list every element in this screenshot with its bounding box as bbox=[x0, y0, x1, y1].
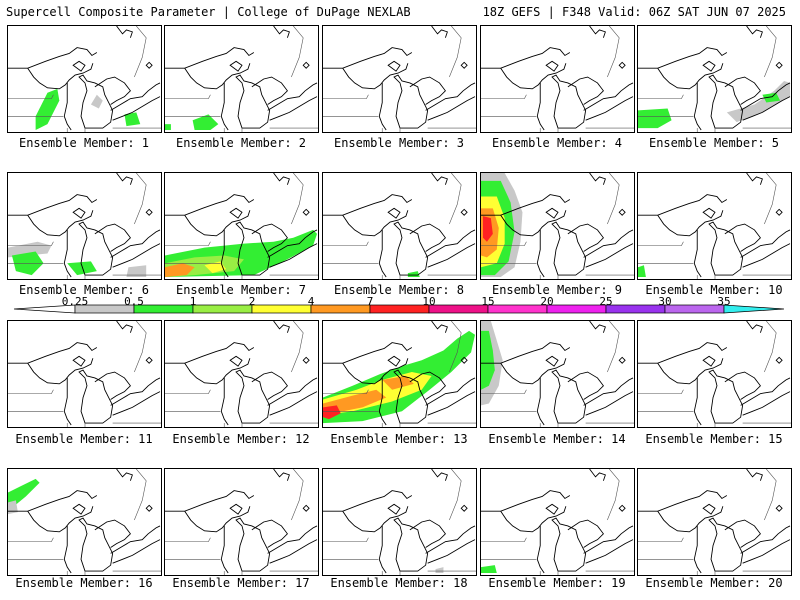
ensemble-member-panel bbox=[480, 468, 635, 576]
ensemble-member-label: Ensemble Member: 13 bbox=[330, 432, 468, 446]
ensemble-member-panel bbox=[637, 468, 792, 576]
colorbar-swatch bbox=[428, 304, 489, 314]
ensemble-member-panel bbox=[7, 25, 162, 133]
colorbar-swatch bbox=[664, 304, 725, 314]
ensemble-member-panel bbox=[164, 468, 319, 576]
member-map bbox=[481, 26, 634, 132]
member-map bbox=[165, 469, 318, 575]
member-map bbox=[323, 173, 476, 279]
ensemble-member-label: Ensemble Member: 5 bbox=[648, 136, 780, 150]
member-map bbox=[165, 26, 318, 132]
ensemble-member-label: Ensemble Member: 12 bbox=[172, 432, 310, 446]
member-map bbox=[323, 321, 476, 427]
member-map bbox=[481, 469, 634, 575]
ensemble-member-panel bbox=[164, 25, 319, 133]
member-map bbox=[323, 469, 476, 575]
ensemble-member-panel bbox=[637, 25, 792, 133]
ensemble-member-label: Ensemble Member: 17 bbox=[172, 576, 310, 590]
ensemble-member-label: Ensemble Member: 6 bbox=[18, 283, 150, 297]
colorbar-tick-label: 0.25 bbox=[61, 295, 89, 308]
ensemble-member-label: Ensemble Member: 8 bbox=[333, 283, 465, 297]
ensemble-member-panel bbox=[322, 468, 477, 576]
member-map bbox=[8, 469, 161, 575]
ensemble-member-panel bbox=[480, 25, 635, 133]
member-map bbox=[481, 173, 634, 279]
member-map bbox=[8, 321, 161, 427]
ensemble-member-label: Ensemble Member: 10 bbox=[645, 283, 783, 297]
member-map bbox=[165, 173, 318, 279]
colorbar-swatch bbox=[487, 304, 548, 314]
colorbar-tick-label: 7 bbox=[366, 295, 374, 308]
color-scale-legend bbox=[13, 304, 785, 314]
ensemble-member-panel bbox=[637, 172, 792, 280]
ensemble-member-panel bbox=[637, 320, 792, 428]
ensemble-member-label: Ensemble Member: 18 bbox=[330, 576, 468, 590]
colorbar-tick-label: 15 bbox=[481, 295, 495, 308]
ensemble-member-label: Ensemble Member: 7 bbox=[175, 283, 307, 297]
member-map bbox=[323, 26, 476, 132]
ensemble-member-label: Ensemble Member: 11 bbox=[15, 432, 153, 446]
colorbar-tick-label: 2 bbox=[248, 295, 256, 308]
member-map bbox=[8, 26, 161, 132]
ensemble-member-panel bbox=[322, 25, 477, 133]
ensemble-member-panel bbox=[7, 172, 162, 280]
colorbar-tick-label: 20 bbox=[540, 295, 554, 308]
member-map bbox=[638, 26, 791, 132]
colorbar-tick-label: 30 bbox=[658, 295, 672, 308]
colorbar-swatch bbox=[369, 304, 430, 314]
member-map bbox=[8, 173, 161, 279]
ensemble-member-label: Ensemble Member: 1 bbox=[18, 136, 150, 150]
ensemble-member-label: Ensemble Member: 14 bbox=[488, 432, 626, 446]
ensemble-member-panel bbox=[480, 172, 635, 280]
ensemble-member-label: Ensemble Member: 16 bbox=[15, 576, 153, 590]
colorbar-swatch bbox=[310, 304, 371, 314]
colorbar-swatch bbox=[546, 304, 607, 314]
ensemble-member-panel bbox=[164, 172, 319, 280]
colorbar-swatch bbox=[723, 304, 785, 314]
member-map bbox=[638, 469, 791, 575]
colorbar-swatch bbox=[192, 304, 253, 314]
colorbar-tick-label: 25 bbox=[599, 295, 613, 308]
colorbar-swatch bbox=[605, 304, 666, 314]
colorbar-tick-label: 0.5 bbox=[124, 295, 144, 308]
ensemble-member-panel bbox=[480, 320, 635, 428]
colorbar-tick-label: 4 bbox=[307, 295, 315, 308]
member-map bbox=[638, 173, 791, 279]
ensemble-member-label: Ensemble Member: 9 bbox=[491, 283, 623, 297]
ensemble-member-panel bbox=[7, 320, 162, 428]
colorbar-swatch bbox=[251, 304, 312, 314]
member-map bbox=[165, 321, 318, 427]
colorbar-tick-label: 10 bbox=[422, 295, 436, 308]
colorbar-tick-label: 35 bbox=[717, 295, 731, 308]
ensemble-member-label: Ensemble Member: 4 bbox=[491, 136, 623, 150]
run-valid-time: 18Z GEFS | F348 Valid: 06Z SAT JUN 07 20… bbox=[482, 5, 786, 19]
ensemble-member-panel bbox=[7, 468, 162, 576]
ensemble-member-label: Ensemble Member: 2 bbox=[175, 136, 307, 150]
ensemble-member-panel bbox=[322, 172, 477, 280]
ensemble-member-panel bbox=[322, 320, 477, 428]
ensemble-member-panel bbox=[164, 320, 319, 428]
ensemble-member-label: Ensemble Member: 20 bbox=[645, 576, 783, 590]
member-map bbox=[481, 321, 634, 427]
ensemble-member-label: Ensemble Member: 19 bbox=[488, 576, 626, 590]
product-title: Supercell Composite Parameter | College … bbox=[6, 5, 411, 19]
member-map bbox=[638, 321, 791, 427]
ensemble-member-label: Ensemble Member: 3 bbox=[333, 136, 465, 150]
ensemble-member-label: Ensemble Member: 15 bbox=[645, 432, 783, 446]
colorbar-tick-label: 1 bbox=[189, 295, 197, 308]
